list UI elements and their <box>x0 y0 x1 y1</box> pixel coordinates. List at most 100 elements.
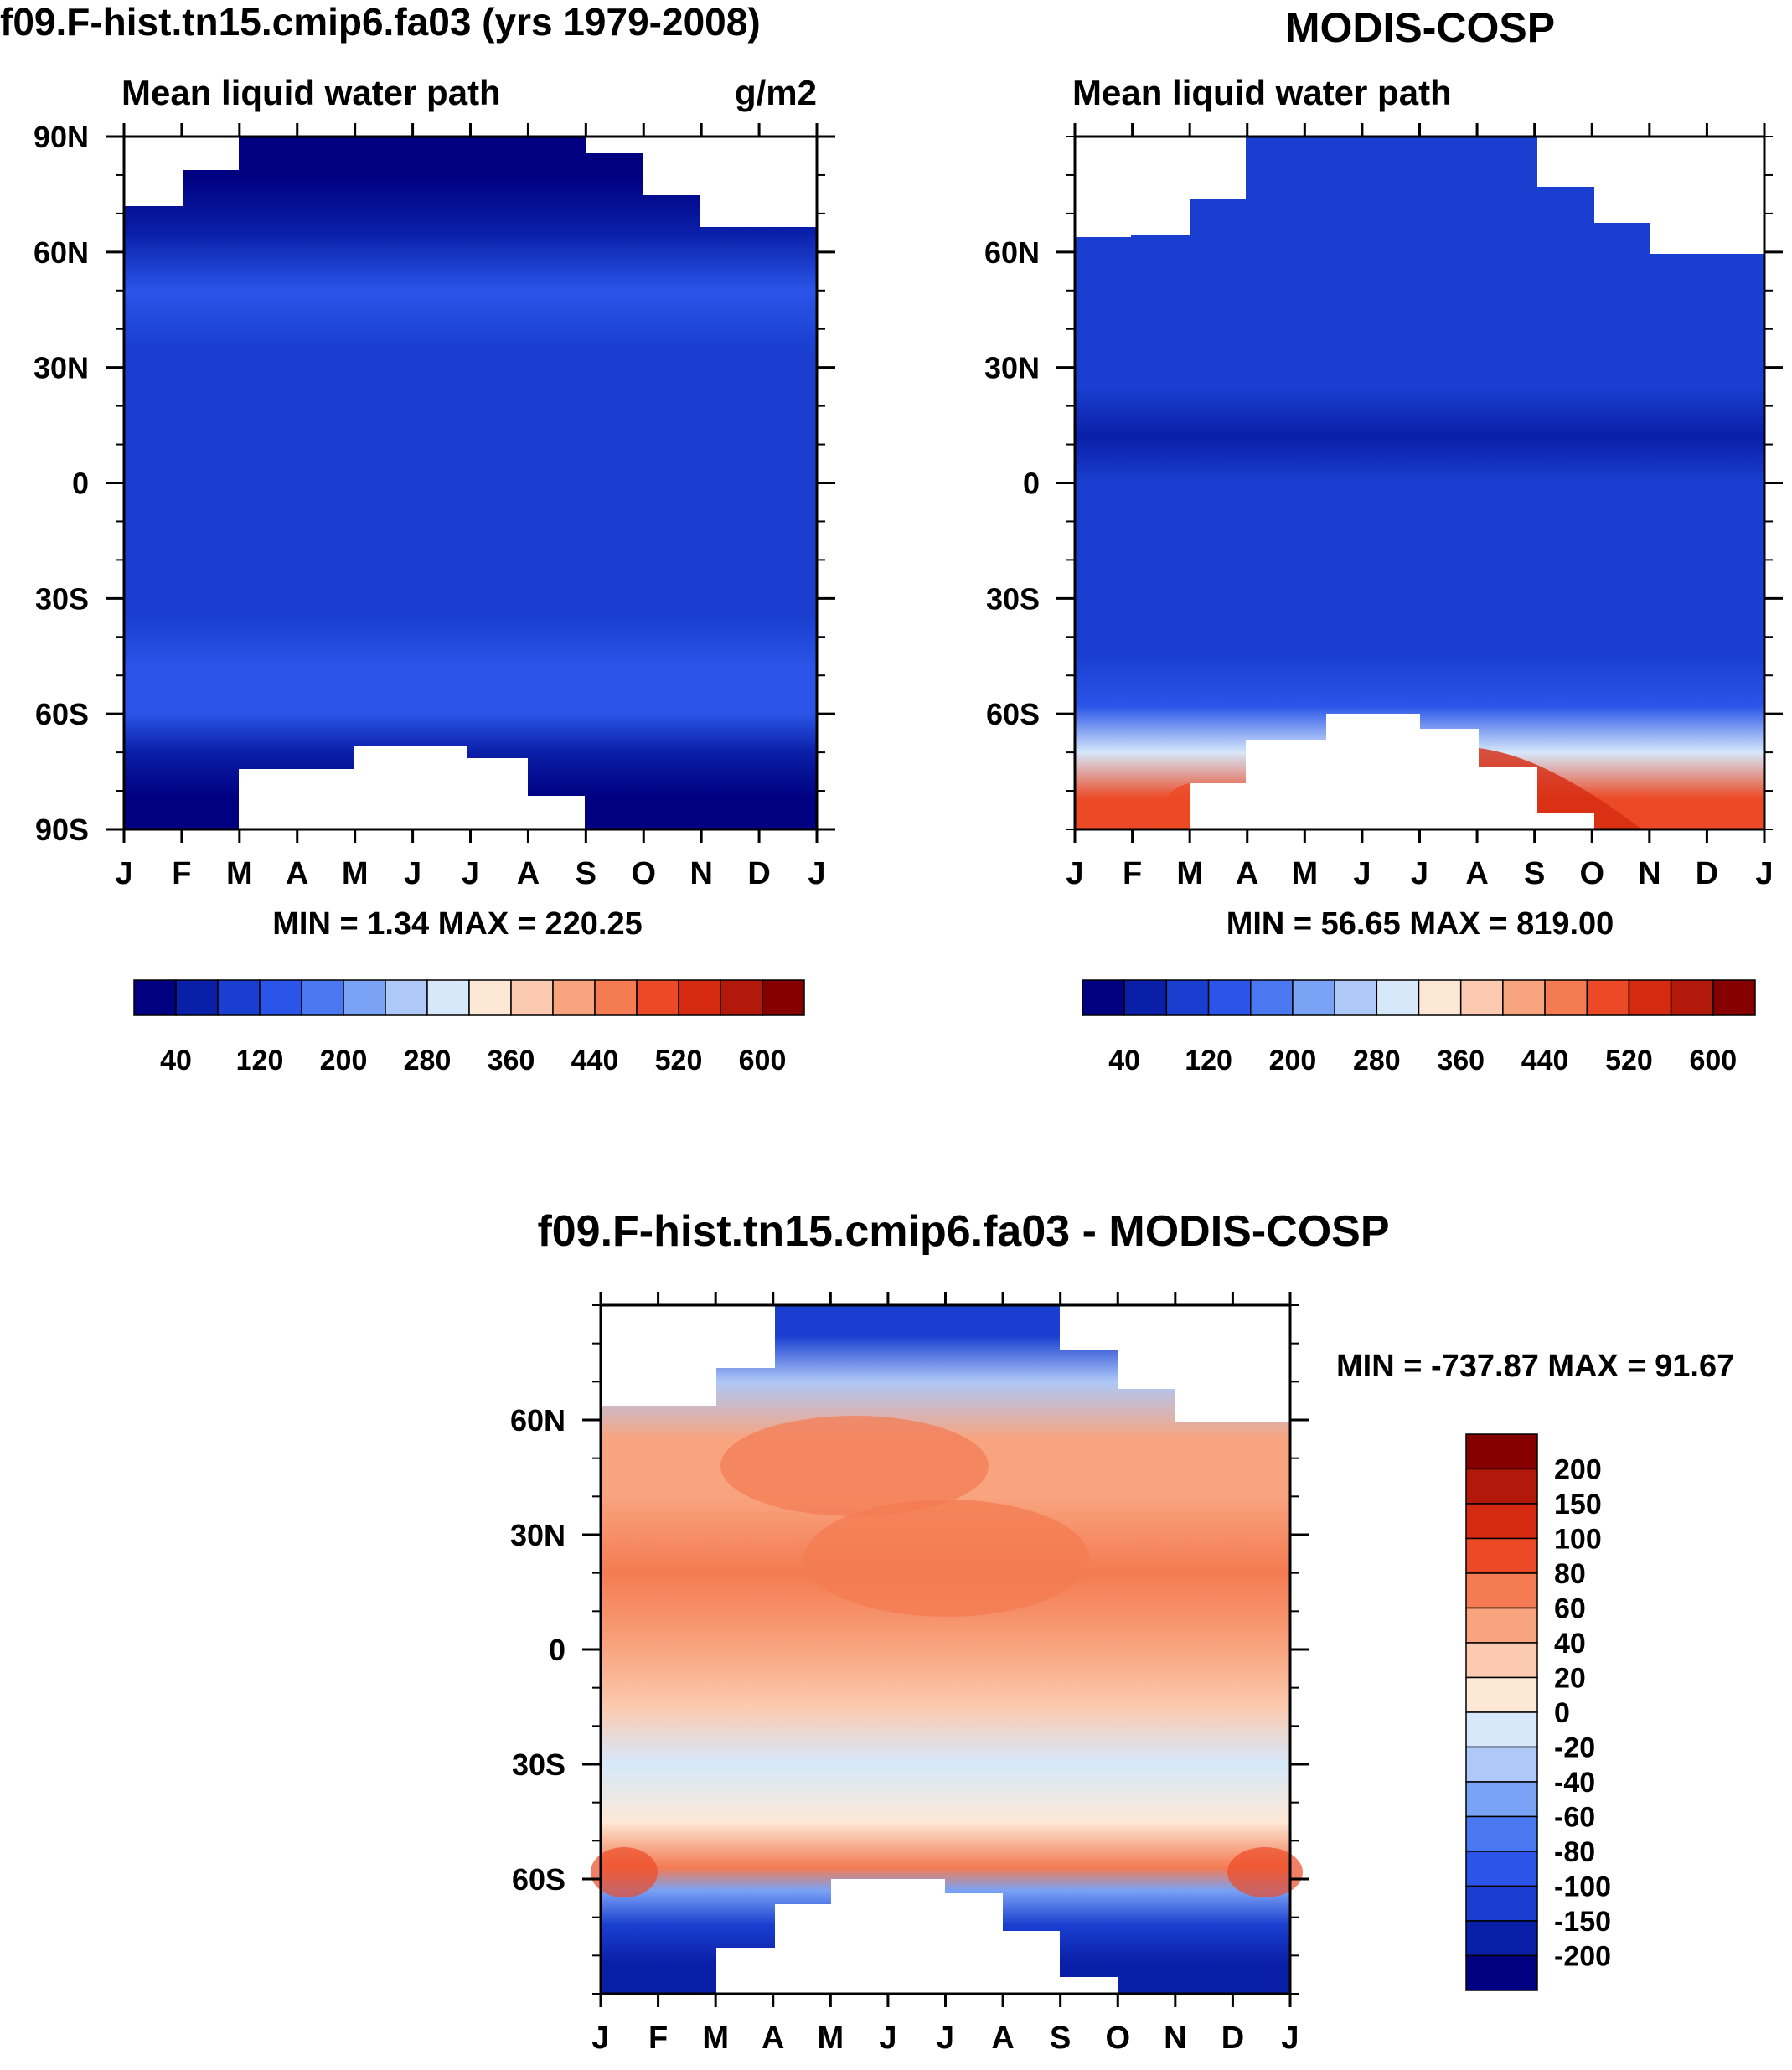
colorbar-swatch <box>1465 1920 1538 1957</box>
x-tick-label: M <box>1176 856 1203 891</box>
colorbar-swatch <box>1465 1572 1538 1609</box>
x-tick-label: O <box>631 856 656 891</box>
x-tick-label: F <box>172 856 191 891</box>
panel-diff-hotspot-east <box>1227 1847 1303 1897</box>
y-tick-label: 90S <box>35 813 89 847</box>
panel-diff-arctic-gap <box>601 1305 1290 1422</box>
colorbar-label: 360 <box>1437 1045 1485 1076</box>
x-tick-label: J <box>1066 856 1083 891</box>
colorbar-label: 440 <box>1521 1045 1569 1076</box>
panel-model-arctic-gap <box>124 137 817 227</box>
x-tick-label: A <box>517 856 540 891</box>
x-tick-label: N <box>1638 856 1660 891</box>
x-tick-label: J <box>1755 856 1773 891</box>
colorbar-swatch <box>720 979 763 1016</box>
x-tick-label: J <box>462 856 479 891</box>
colorbar-swatch <box>678 979 721 1016</box>
colorbar-label: 60 <box>1554 1593 1586 1625</box>
colorbar-swatch <box>133 979 177 1016</box>
y-tick-label: 30S <box>512 1747 565 1782</box>
y-tick-label: 0 <box>72 467 89 501</box>
y-tick-label: 60N <box>984 235 1040 270</box>
x-tick-label: S <box>1524 856 1545 891</box>
panel-diff-title: f09.F-hist.tn15.cmip6.fa03 - MODIS-COSP <box>537 1207 1389 1256</box>
x-tick-label: O <box>1105 2021 1130 2056</box>
colorbar-swatch <box>1376 979 1420 1016</box>
colorbar-label: -150 <box>1554 1906 1611 1938</box>
colorbar-label: 0 <box>1554 1697 1570 1729</box>
colorbar-label: 280 <box>1353 1045 1401 1076</box>
colorbar-swatch <box>1465 1711 1538 1748</box>
colorbar-swatch <box>1628 979 1672 1016</box>
panel-model-subtitle: Mean liquid water path <box>121 73 501 112</box>
colorbar-label: 120 <box>236 1045 284 1076</box>
panel-model-units: g/m2 <box>735 73 817 112</box>
colorbar-label: -60 <box>1554 1802 1595 1834</box>
x-tick-label: F <box>1123 856 1142 891</box>
colorbar-swatch <box>1459 979 1504 1016</box>
colorbar-swatch <box>1465 1781 1538 1818</box>
x-tick-label: J <box>937 2021 954 2056</box>
colorbar-swatch <box>1502 979 1546 1016</box>
x-tick-label: A <box>1465 856 1488 891</box>
x-tick-label: D <box>747 856 770 891</box>
x-tick-label: M <box>1292 856 1319 891</box>
panel-diff-antarctic-gap <box>716 1879 1118 1994</box>
colorbar-label: 120 <box>1185 1045 1232 1076</box>
x-tick-label: O <box>1579 856 1604 891</box>
colorbar-swatch <box>1465 1815 1538 1852</box>
colorbar-label: 200 <box>1554 1454 1602 1486</box>
colorbar-swatch <box>1123 979 1168 1016</box>
colorbar-swatch <box>1712 979 1756 1016</box>
colorbar-label: 360 <box>488 1045 535 1076</box>
panel-obs-arctic-gap <box>1075 137 1764 254</box>
x-tick-label: N <box>689 856 712 891</box>
x-tick-label: J <box>115 856 132 891</box>
x-tick-label: F <box>648 2021 668 2056</box>
x-tick-label: S <box>576 856 596 891</box>
colorbar-swatch <box>1465 1676 1538 1713</box>
colorbar-swatch <box>1465 1954 1538 1991</box>
x-tick-label: A <box>286 856 308 891</box>
colorbar-swatch <box>594 979 638 1016</box>
panel-obs-title: MODIS-COSP <box>1285 4 1555 51</box>
y-tick-label: 60N <box>34 235 89 270</box>
x-tick-label: J <box>1353 856 1371 891</box>
colorbar-swatch <box>1465 1433 1538 1470</box>
panel-diff-stats: MIN = -737.87 MAX = 91.67 <box>1336 1349 1734 1384</box>
colorbar-swatch <box>1465 1607 1538 1644</box>
colorbar-swatch <box>1586 979 1630 1016</box>
x-tick-label: J <box>808 856 825 891</box>
colorbar-label: 80 <box>1554 1558 1586 1590</box>
colorbar-swatch <box>175 979 219 1016</box>
colorbar-swatch <box>1465 1642 1538 1679</box>
panel-model: f09.F-hist.tn15.cmip6.fa03 (yrs 1979-200… <box>0 0 835 1076</box>
panel-obs-subtitle: Mean liquid water path <box>1072 73 1452 112</box>
y-tick-label: 30N <box>984 351 1040 385</box>
panel-obs-antarctic-gap <box>1190 714 1594 829</box>
colorbar-swatch <box>217 979 261 1016</box>
colorbar-label: 520 <box>655 1045 703 1076</box>
x-tick-label: J <box>591 2021 609 2056</box>
panel-diff-hotspot-west <box>591 1847 658 1897</box>
panel-model-stats: MIN = 1.34 MAX = 220.25 <box>272 906 642 942</box>
panel-diff: f09.F-hist.tn15.cmip6.fa03 - MODIS-COSP … <box>510 1207 1734 2056</box>
panel-model-colorbar: 40 120 200 280 360 440 520 600 <box>133 979 805 1076</box>
x-tick-label: M <box>702 2021 729 2056</box>
colorbar-swatch <box>1165 979 1210 1016</box>
panel-obs-hotspot-west <box>1161 783 1190 829</box>
colorbar-swatch <box>1465 1468 1538 1505</box>
colorbar-swatch <box>762 979 805 1016</box>
colorbar-swatch <box>1334 979 1378 1016</box>
colorbar-swatch <box>1465 1537 1538 1574</box>
panel-obs-stats: MIN = 56.65 MAX = 819.00 <box>1227 906 1614 942</box>
panel-model-title: f09.F-hist.tn15.cmip6.fa03 (yrs 1979-200… <box>0 0 761 44</box>
colorbar-swatch <box>1465 1503 1538 1540</box>
y-tick-label: 90N <box>34 120 89 154</box>
x-tick-label: A <box>991 2021 1014 2056</box>
panel-obs-colorbar: 40 120 200 280 360 440 520 600 <box>1082 979 1756 1076</box>
x-tick-label: D <box>1696 856 1718 891</box>
colorbar-label: 600 <box>1689 1045 1737 1076</box>
y-tick-label: 30S <box>986 581 1040 616</box>
